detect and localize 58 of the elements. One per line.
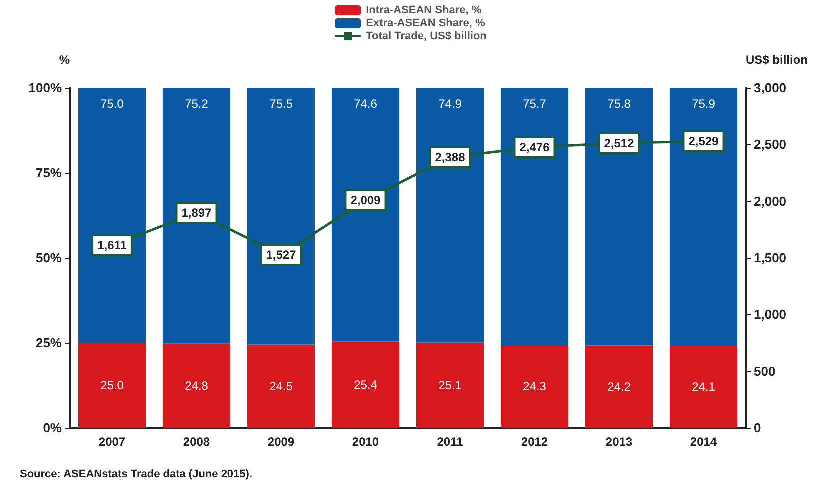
y2-tick-label: 2,000 <box>754 194 787 209</box>
x-tick-label: 2008 <box>183 435 210 449</box>
legend-label: Intra-ASEAN Share, % <box>366 4 482 16</box>
data-label: 75.7 <box>523 97 547 111</box>
x-tick-label: 2014 <box>690 435 718 449</box>
data-label: 75.0 <box>100 97 124 111</box>
y-tick-label: 75% <box>36 166 62 180</box>
y2-tick-label: 0 <box>754 420 762 436</box>
bar <box>416 88 484 343</box>
y2-axis-title: US$ billion <box>746 53 808 67</box>
data-label: 24.5 <box>270 379 294 394</box>
data-label: 24.1 <box>692 380 716 394</box>
data-label: 74.9 <box>438 97 462 111</box>
x-tick-label: 2009 <box>268 435 295 449</box>
y2-tick-label: 1,500 <box>754 250 787 266</box>
y2-tick-label: 1,000 <box>754 307 787 322</box>
x-tick-label: 2013 <box>606 435 633 449</box>
x-tick-label: 2010 <box>352 435 380 449</box>
data-label: 24.3 <box>523 380 547 394</box>
bar <box>670 346 738 428</box>
data-label: 24.2 <box>608 380 632 394</box>
bar <box>585 346 654 428</box>
data-label: 25.0 <box>100 378 124 392</box>
bar <box>162 88 231 344</box>
bar <box>162 344 231 428</box>
bar <box>500 88 569 346</box>
y2-tick-label: 2,500 <box>754 137 787 152</box>
bar <box>78 343 146 428</box>
bar <box>500 345 569 428</box>
data-label: 74.6 <box>354 97 378 111</box>
y-tick-label: 50% <box>36 250 62 266</box>
x-tick-label: 2007 <box>98 435 126 449</box>
legend-label: Extra-ASEAN Share, % <box>366 18 486 30</box>
x-tick-label: 2011 <box>437 435 464 449</box>
bar <box>416 342 484 428</box>
data-label: 25.1 <box>438 378 462 392</box>
bar <box>247 344 316 428</box>
y2-tick-label: 3,000 <box>754 80 787 96</box>
x-tick-label: 2012 <box>521 435 548 449</box>
legend-label: Total Trade, US$ billion <box>366 30 488 42</box>
y2-tick-label: 500 <box>754 364 776 379</box>
data-label: 75.8 <box>608 97 632 111</box>
data-label: 24.8 <box>185 378 209 393</box>
data-label: 75.2 <box>185 97 209 111</box>
bar <box>332 88 400 342</box>
y-tick-label: 100% <box>28 80 62 96</box>
y-tick-label: 0% <box>43 420 62 436</box>
y-axis-title: % <box>59 53 70 67</box>
y-tick-label: 25% <box>36 336 62 350</box>
bar <box>247 88 316 345</box>
bar <box>670 88 738 346</box>
data-label: 75.5 <box>270 97 294 111</box>
data-label: 25.4 <box>354 378 378 392</box>
source-note: Source: ASEANstats Trade data (June 2015). <box>20 468 253 480</box>
bar <box>585 88 654 346</box>
bar <box>332 342 400 428</box>
bar <box>78 88 146 343</box>
data-label: 75.9 <box>692 97 716 111</box>
